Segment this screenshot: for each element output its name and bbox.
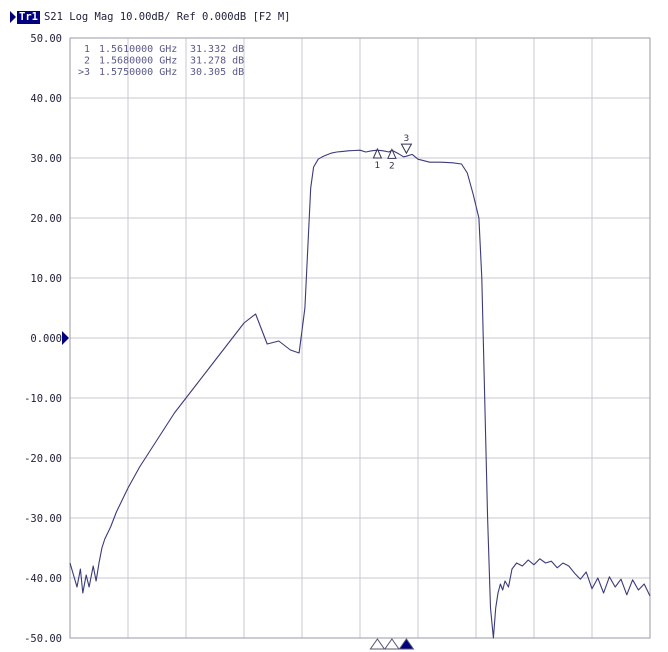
y-tick-label: 0.000 xyxy=(30,333,62,345)
y-tick-label: -50.00 xyxy=(24,633,62,645)
marker-table: 1 1.5610000 GHz 31.332 dB 2 1.5680000 GHz 31.… xyxy=(78,44,244,78)
y-tick-label: 10.00 xyxy=(30,273,62,285)
y-tick-label: -30.00 xyxy=(24,513,62,525)
marker-row-id: 1 xyxy=(84,44,90,55)
marker-row-value: 31.332 dB xyxy=(190,44,244,55)
trace-markers: 1 2 3 xyxy=(372,134,413,171)
trace-params: S21 Log Mag 10.00dB/ Ref 0.000dB [F2 M] xyxy=(43,11,291,23)
marker-label: 2 xyxy=(389,161,395,171)
active-trace-arrow-icon xyxy=(10,11,16,23)
trace-header: Tr1 S21 Log Mag 10.00dB/ Ref 0.000dB [F2… xyxy=(10,9,291,25)
trace-badge[interactable]: Tr1 xyxy=(17,10,40,24)
y-tick-label: 20.00 xyxy=(30,213,62,225)
s21-trace-line xyxy=(69,149,651,639)
marker-label: 1 xyxy=(375,161,381,171)
marker-row-frequency: 1.5750000 GHz xyxy=(99,67,177,78)
marker-row-value: 30.305 dB xyxy=(190,67,244,78)
y-tick-label: 40.00 xyxy=(30,93,62,105)
y-tick-label: 30.00 xyxy=(30,153,62,165)
marker-3-triangle xyxy=(400,143,413,155)
reference-level-marker xyxy=(62,331,69,345)
marker-row-frequency: 1.5610000 GHz xyxy=(99,44,177,55)
marker-row-id: >3 xyxy=(78,67,90,78)
marker-row-value: 31.278 dB xyxy=(190,56,244,67)
bottom-marker-2 xyxy=(383,638,400,650)
y-tick-label: -20.00 xyxy=(24,453,62,465)
bottom-marker-indicators xyxy=(369,638,415,650)
grid xyxy=(70,38,650,638)
y-axis-labels: 50.00 40.00 30.00 20.00 10.00 0.000 -10.00 -20.… xyxy=(24,33,62,645)
y-tick-label: -40.00 xyxy=(24,573,62,585)
marker-row-frequency: 1.5680000 GHz xyxy=(99,56,177,67)
y-tick-label: 50.00 xyxy=(30,33,62,45)
plot-frame xyxy=(69,37,651,639)
bottom-marker-3 xyxy=(398,638,415,650)
marker-1-triangle xyxy=(372,147,383,159)
marker-2-triangle xyxy=(387,148,397,159)
marker-label: 3 xyxy=(404,134,410,144)
y-tick-label: -10.00 xyxy=(24,393,62,405)
marker-row-id: 2 xyxy=(84,56,90,67)
bottom-marker-1 xyxy=(369,638,386,650)
